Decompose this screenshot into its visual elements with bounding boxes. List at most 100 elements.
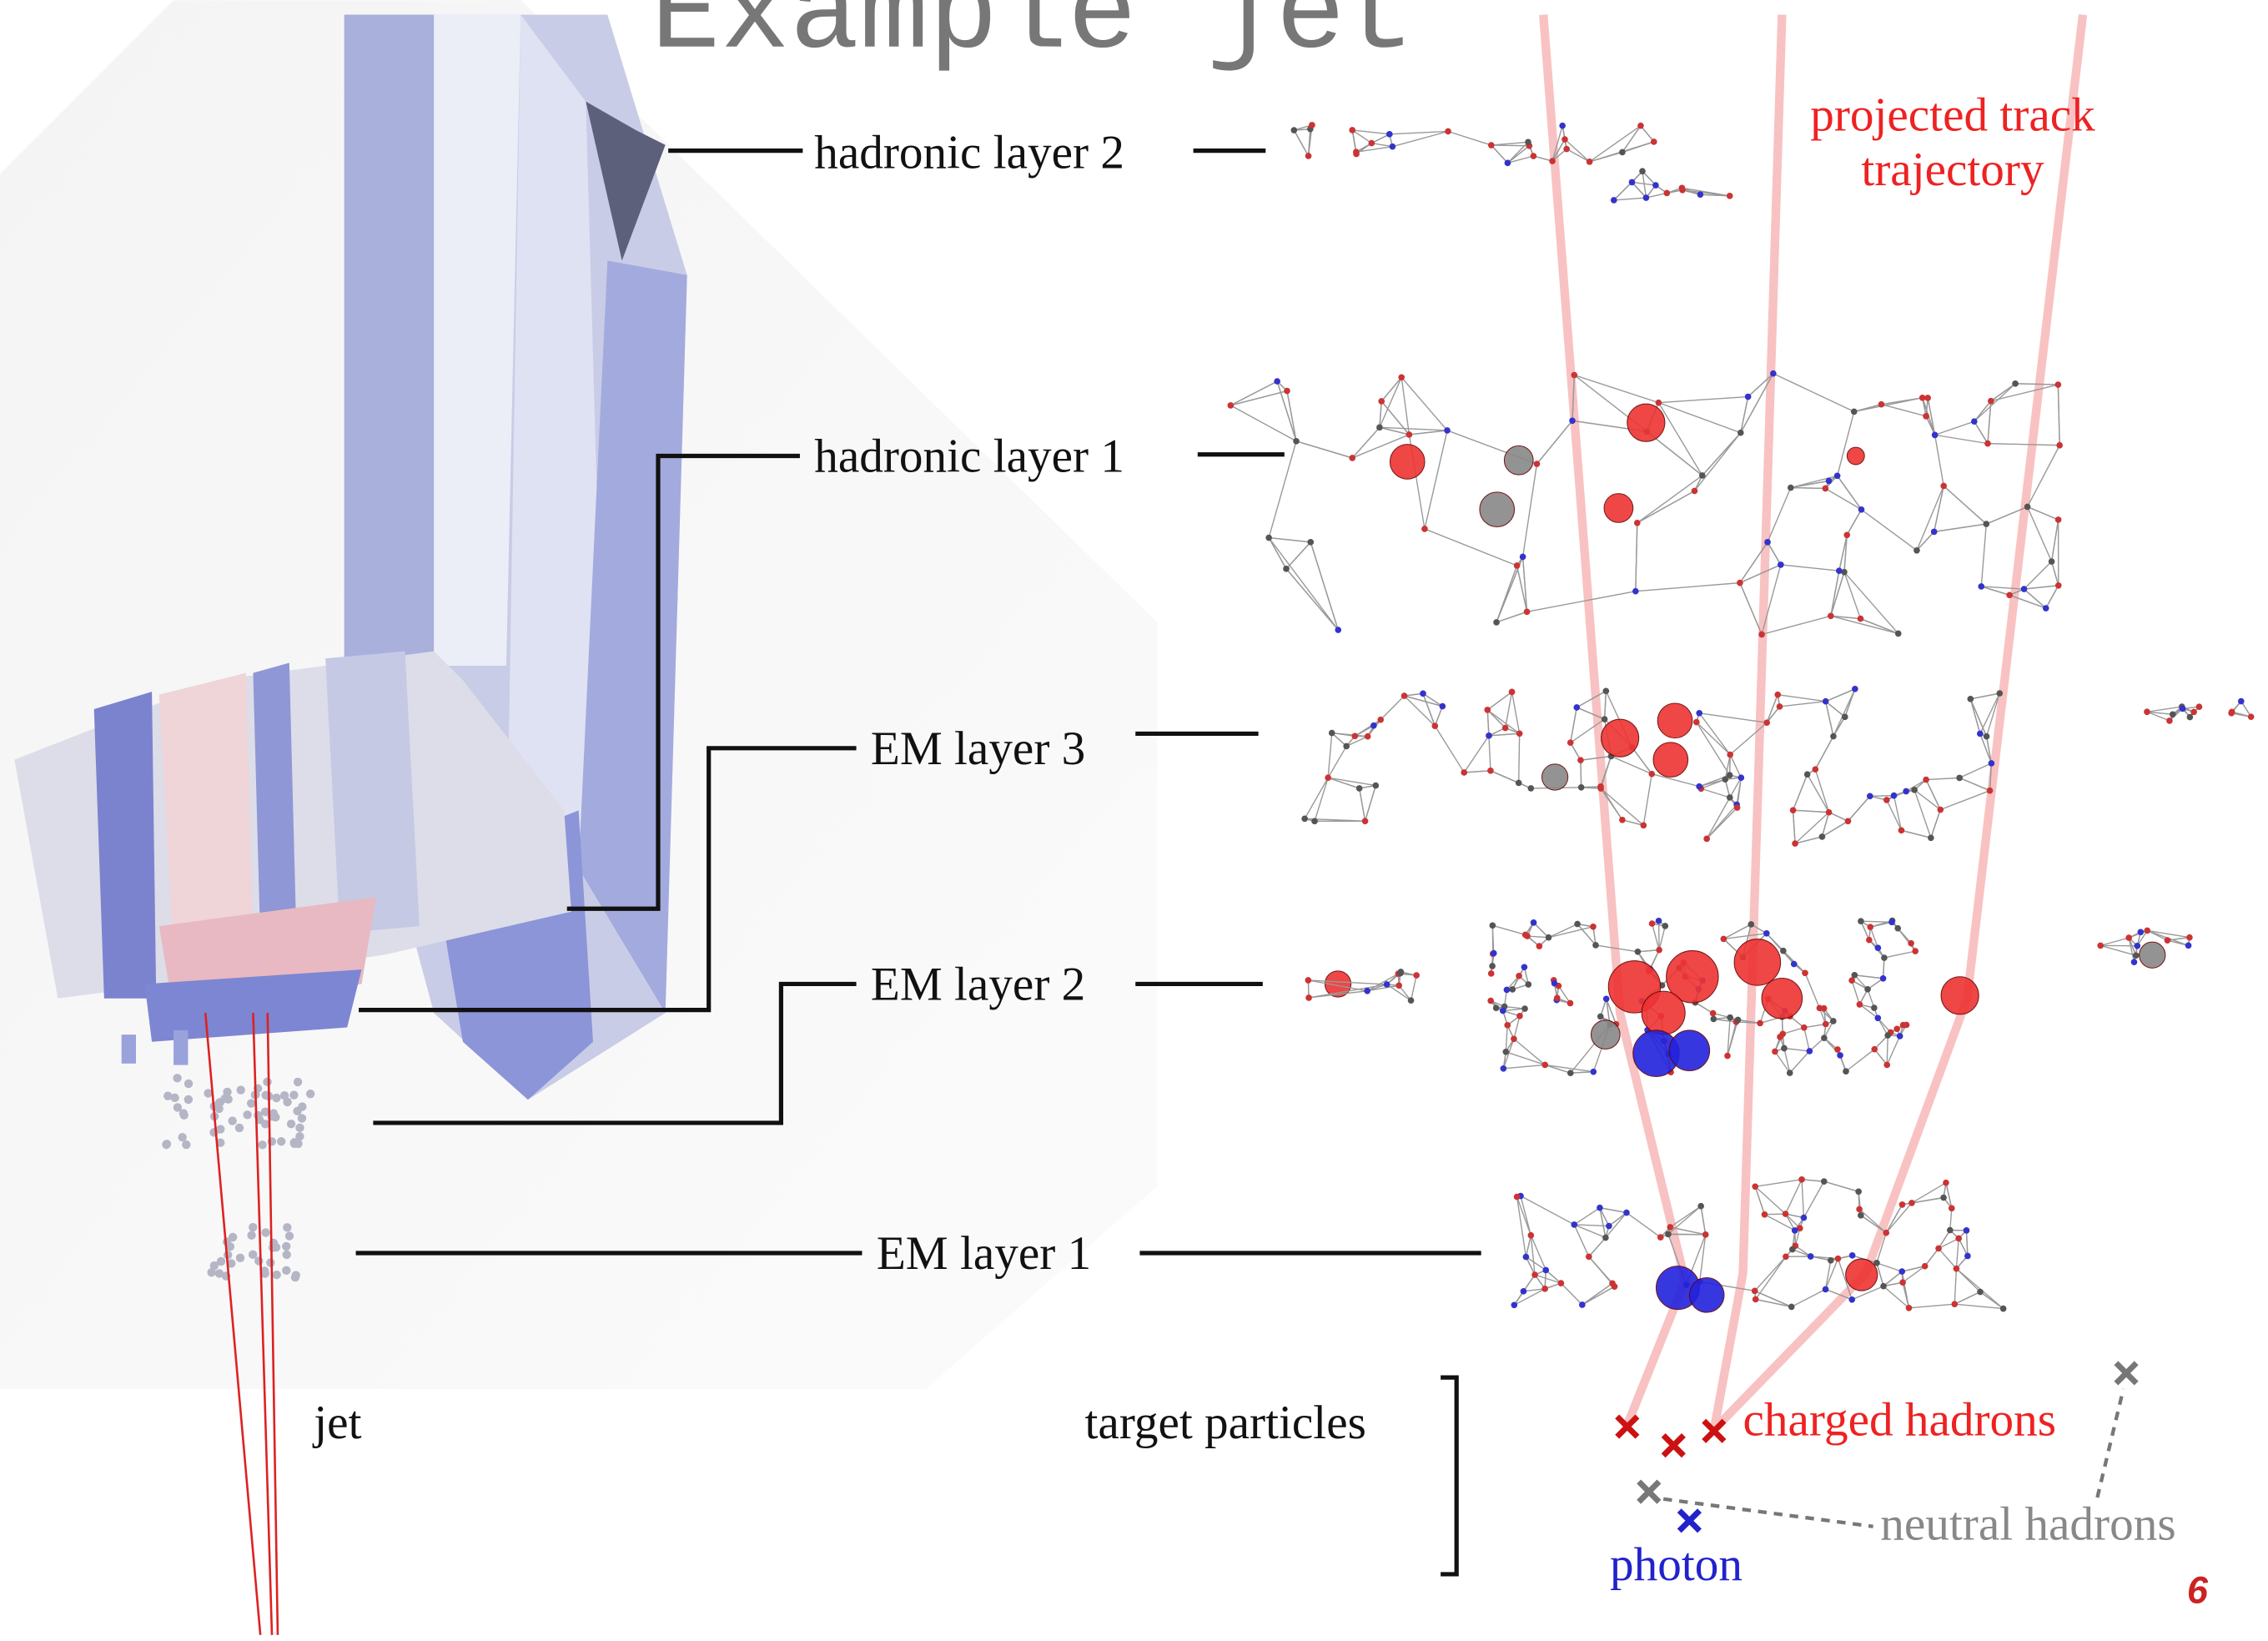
graph-edge — [1643, 774, 1652, 826]
graph-node — [1228, 402, 1235, 409]
graph-node — [1353, 148, 1360, 155]
graph-edge — [1381, 377, 1401, 401]
graph-node — [1826, 809, 1833, 816]
graph-node — [1788, 1304, 1795, 1311]
graph-edge — [1464, 771, 1491, 773]
layer-label: EM layer 2 — [871, 959, 1085, 1011]
graph-node — [1774, 692, 1781, 698]
graph-node — [1509, 689, 1516, 696]
graph-node — [1778, 561, 1784, 568]
graph-node — [1629, 179, 1636, 186]
graph-node — [1937, 807, 1944, 813]
graph-node — [1727, 752, 1733, 758]
graph-edge — [1561, 1283, 1582, 1305]
graph-edge — [1773, 374, 1854, 412]
graph-edge — [1887, 1035, 1888, 1065]
graph-node — [1487, 768, 1494, 774]
graph-node — [1971, 418, 1978, 425]
neutral-label: neutral hadrons — [1880, 1498, 2175, 1550]
graph-node — [1561, 136, 1568, 143]
graph-edge — [1854, 398, 1923, 412]
graph-edge — [1987, 737, 1992, 763]
graph-edge — [1988, 444, 2059, 445]
energy-node — [1669, 1030, 1710, 1071]
graph-node — [1801, 1024, 1808, 1031]
graph-edge — [1778, 695, 1825, 702]
graph-edge — [1954, 1304, 2003, 1308]
graph-edge — [1808, 774, 1829, 812]
page-number: 6 — [2187, 1569, 2209, 1612]
graph-node — [1745, 394, 1752, 400]
graph-node — [1819, 833, 1826, 840]
graph-node — [1490, 923, 1496, 929]
energy-node — [1689, 1277, 1724, 1312]
graph-node — [1503, 1049, 1510, 1055]
cell-dot — [178, 1133, 186, 1141]
graph-edge — [2052, 520, 2059, 561]
graph-node — [1325, 774, 1331, 781]
graph-node — [1911, 787, 1918, 793]
graph-node — [1623, 1210, 1630, 1216]
graph-node — [1931, 529, 1938, 536]
graph-node — [1893, 1025, 1900, 1032]
graph-node — [1724, 1053, 1731, 1060]
graph-node — [1871, 1046, 1878, 1053]
graph-edge — [1956, 1238, 1959, 1268]
cell-dot — [282, 1242, 290, 1251]
graph-node — [1516, 780, 1522, 787]
graph-node — [1880, 975, 1887, 982]
layer-label: EM layer 1 — [877, 1227, 1091, 1280]
graph-edge — [1670, 1206, 1701, 1227]
graph-node — [1488, 142, 1495, 148]
graph-node — [1657, 1234, 1664, 1241]
graph-edge — [1831, 616, 1898, 633]
slide: Example jet hadroni — [0, 0, 2268, 1641]
graph-edge — [1802, 1180, 1803, 1218]
graph-node — [1792, 1227, 1798, 1234]
cell-dot — [285, 1231, 294, 1240]
graph-node — [1377, 717, 1384, 723]
graph-node — [1772, 1049, 1778, 1055]
graph-edge — [1847, 510, 1861, 536]
graph-edge — [1519, 733, 1520, 783]
graph-edge — [1870, 796, 1894, 797]
graph-node — [2021, 586, 2028, 592]
graph-node — [1696, 783, 1702, 790]
graph-edge — [1637, 476, 1702, 523]
graph-edge — [2046, 586, 2059, 608]
graph-edge — [1784, 1049, 1809, 1051]
energy-node — [1604, 494, 1633, 523]
graph-node — [1309, 122, 1315, 128]
graph-node — [1602, 1235, 1609, 1241]
graph-node — [1531, 919, 1537, 926]
graph-node — [1710, 1010, 1717, 1017]
graph-edge — [1793, 810, 1829, 812]
graph-node — [1511, 1301, 1518, 1308]
cell-dot — [228, 1116, 236, 1125]
graph-edge — [1523, 464, 1537, 556]
graph-node — [1852, 972, 1858, 979]
graph-edge — [1804, 1024, 1826, 1028]
graph-node — [1551, 980, 1558, 987]
graph-edge — [1269, 538, 1338, 630]
graph-node — [1737, 430, 1744, 436]
cell-dot — [289, 1090, 298, 1099]
graph-edge — [1755, 1291, 1792, 1306]
cell-dot — [215, 1269, 224, 1277]
graph-edge — [1959, 763, 1991, 778]
graph-edge — [1658, 397, 1748, 403]
graph-node — [1571, 372, 1577, 379]
graph-node — [1521, 964, 1528, 970]
graph-node — [1897, 1033, 1903, 1039]
graph-edge — [1756, 1299, 1792, 1306]
graph-node — [1984, 733, 1990, 740]
graph-node — [1837, 1052, 1843, 1059]
graph-edge — [1521, 1196, 1574, 1225]
graph-edge — [1934, 524, 1987, 531]
graph-edge — [1783, 1028, 1804, 1034]
graph-edge — [1230, 391, 1287, 405]
cell-dot — [236, 1085, 244, 1094]
title: Example jet — [651, 0, 1415, 82]
graph-edge — [1767, 695, 1778, 723]
graph-node — [2137, 929, 2144, 935]
